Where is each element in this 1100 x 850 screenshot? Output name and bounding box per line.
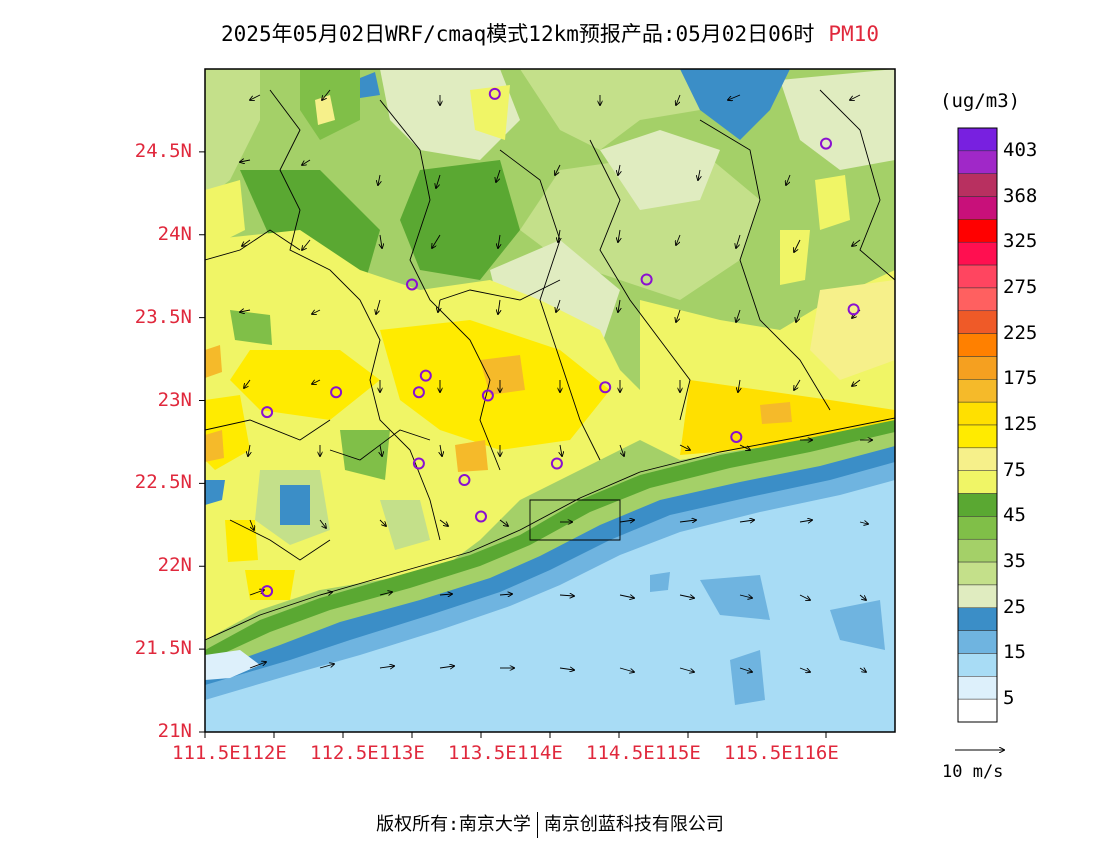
legend-frame bbox=[957, 127, 998, 723]
legend-swatch bbox=[957, 424, 998, 449]
city-marker bbox=[419, 369, 432, 382]
concentration-field bbox=[205, 69, 895, 732]
title-main: 2025年05月02日WRF/cmaq模式12km预报产品:05月02日06时 bbox=[221, 22, 815, 46]
city-marker bbox=[412, 386, 425, 399]
lon-label: 113.5E bbox=[448, 742, 517, 764]
legend-colorbar bbox=[957, 127, 998, 723]
legend-swatch bbox=[957, 676, 998, 700]
legend-swatch bbox=[957, 653, 998, 677]
lon-label: 114.5E bbox=[586, 742, 655, 764]
city-marker bbox=[406, 278, 418, 291]
legend-swatch bbox=[957, 538, 998, 563]
city-marker bbox=[458, 474, 471, 487]
legend-swatch bbox=[957, 264, 998, 289]
legend-swatch bbox=[957, 356, 998, 380]
city-marker bbox=[847, 303, 860, 316]
city-marker bbox=[550, 457, 563, 470]
legend-swatch bbox=[957, 173, 998, 197]
city-marker bbox=[481, 389, 494, 402]
lon-label: 114E bbox=[517, 742, 563, 764]
legend-swatch bbox=[957, 630, 998, 654]
pollutant-label: PM10 bbox=[828, 22, 879, 46]
city-marker bbox=[820, 137, 832, 150]
legend-label: 5 bbox=[1003, 687, 1015, 710]
legend-swatch bbox=[957, 516, 998, 540]
footer-right: 南京创蓝科技有限公司 bbox=[543, 814, 724, 835]
legend-swatch bbox=[957, 241, 998, 266]
legend-label: 75 bbox=[1003, 458, 1026, 481]
legend-label: 125 bbox=[1003, 413, 1038, 435]
city-marker bbox=[488, 87, 501, 100]
lon-label: 113E bbox=[379, 742, 425, 764]
legend-label: 45 bbox=[1003, 504, 1026, 527]
city-marker bbox=[730, 430, 743, 443]
city-marker bbox=[261, 406, 274, 419]
lon-label: 111.5E bbox=[172, 742, 241, 764]
legend-swatch bbox=[957, 287, 998, 312]
legend-swatch bbox=[957, 150, 998, 174]
legend-swatch bbox=[957, 584, 998, 609]
legend-units: (ug/m3) bbox=[940, 90, 1021, 112]
legend-swatch bbox=[957, 196, 998, 220]
lon-label: 116E bbox=[793, 742, 839, 764]
legend-swatch bbox=[957, 379, 998, 403]
lat-label: 21.5N bbox=[134, 637, 192, 660]
copyright-footer: 版权所有:南京大学 南京创蓝科技有限公司 bbox=[0, 810, 1100, 838]
legend-swatch bbox=[957, 127, 998, 152]
legend-label: 175 bbox=[1003, 367, 1038, 390]
legend-swatch bbox=[957, 401, 998, 426]
legend-label: 275 bbox=[1003, 275, 1038, 298]
city-marker bbox=[330, 386, 343, 399]
legend-swatch bbox=[957, 607, 998, 631]
city-marker bbox=[261, 585, 274, 598]
lon-label: 115E bbox=[655, 742, 701, 764]
legend-swatch bbox=[957, 698, 998, 723]
map-title: 2025年05月02日WRF/cmaq模式12km预报产品:05月02日06时 P… bbox=[0, 18, 1100, 48]
city-marker bbox=[475, 510, 487, 523]
legend-label: 225 bbox=[1003, 321, 1038, 344]
wind-vectors bbox=[240, 89, 872, 672]
lat-label: 22N bbox=[157, 554, 192, 577]
legend-label: 325 bbox=[1003, 230, 1038, 253]
lat-label: 23.5N bbox=[134, 305, 192, 328]
legend-label: 25 bbox=[1003, 595, 1026, 618]
legend-swatch bbox=[957, 493, 998, 517]
lon-label: 112E bbox=[241, 742, 287, 764]
wind-scale-label: 10 m/s bbox=[942, 762, 1004, 782]
lat-label: 22.5N bbox=[134, 471, 192, 494]
legend-swatch bbox=[957, 447, 998, 471]
legend-label: 403 bbox=[1003, 138, 1038, 161]
legend-swatch bbox=[957, 219, 998, 243]
lat-label: 23N bbox=[157, 388, 192, 411]
lat-label: 21N bbox=[157, 720, 192, 742]
city-markers bbox=[261, 87, 860, 598]
city-marker bbox=[640, 273, 653, 286]
legend-swatch bbox=[957, 470, 998, 494]
city-marker bbox=[412, 457, 425, 470]
footer-separator bbox=[536, 812, 538, 838]
lon-label: 115.5E bbox=[724, 742, 793, 764]
lat-label: 24.5N bbox=[134, 139, 192, 162]
footer-left: 版权所有:南京大学 bbox=[376, 814, 531, 835]
legend-label: 368 bbox=[1003, 184, 1038, 207]
lat-label: 24N bbox=[157, 222, 192, 245]
legend-label: 15 bbox=[1003, 641, 1026, 664]
legend-label: 35 bbox=[1003, 550, 1026, 573]
legend-swatch bbox=[957, 561, 998, 586]
city-marker bbox=[599, 381, 612, 394]
legend-swatch bbox=[957, 333, 998, 357]
legend-swatch bbox=[957, 310, 998, 334]
lon-label: 112.5E bbox=[310, 742, 379, 764]
